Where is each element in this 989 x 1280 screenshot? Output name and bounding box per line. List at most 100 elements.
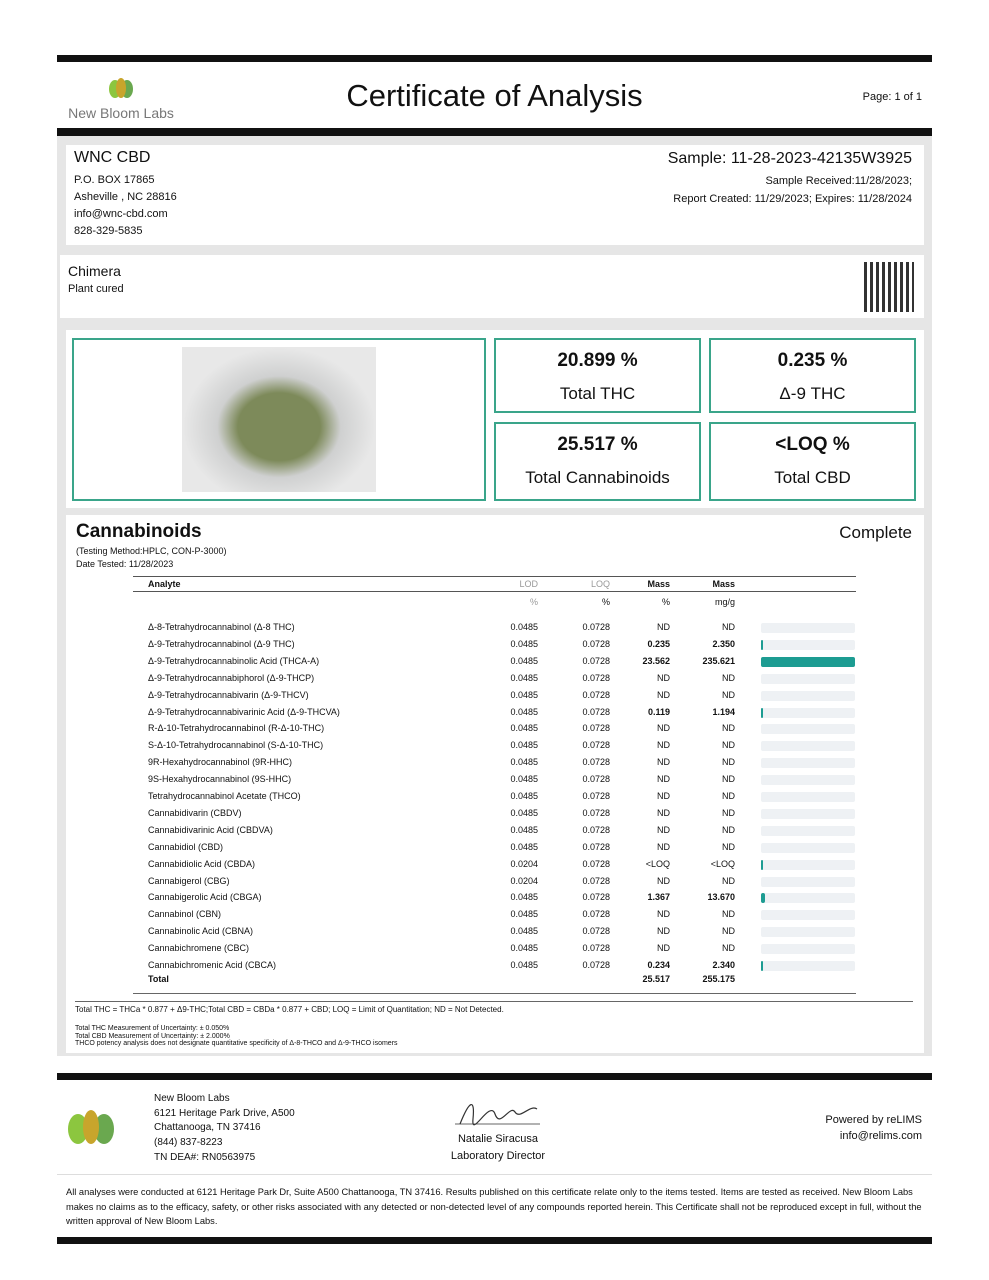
bar-track	[761, 741, 855, 752]
table-row: Δ-9-Tetrahydrocannabinolic Acid (THCA-A)…	[133, 653, 856, 670]
section-title: Cannabinoids	[76, 521, 202, 542]
mass-pct-value: ND	[657, 622, 670, 632]
analyte-name: Cannabidivarinic Acid (CBDVA)	[148, 824, 273, 835]
date-tested: Date Tested: 11/28/2023	[76, 559, 174, 569]
bar-track	[761, 690, 855, 701]
testing-method: (Testing Method:HPLC, CON-P-3000)	[76, 546, 227, 556]
mass-pct-value: ND	[657, 689, 670, 700]
bar-track	[761, 792, 855, 802]
mass-pct-value: ND	[657, 723, 670, 734]
footer-lab-name: New Bloom Labs	[154, 1093, 230, 1104]
total-mgg: 255.175	[702, 974, 735, 984]
mass-mgg-value: ND	[722, 740, 735, 751]
mass-mgg-value: 2.340	[712, 960, 735, 970]
mass-mgg-value: ND	[722, 824, 735, 835]
col-lod: LOD	[519, 579, 538, 589]
table-header: Analyte LOD LOQ Mass Mass	[133, 576, 856, 592]
page-title: Certificate of Analysis	[346, 78, 643, 113]
analyte-name: Δ-9-Tetrahydrocannabinolic Acid (THCA-A)	[148, 655, 320, 666]
loq-value: 0.0728	[582, 858, 610, 869]
bar-track	[761, 859, 855, 870]
lab-logo: New Bloom Labs	[66, 76, 176, 121]
table-row: 9S-Hexahydrocannabinol (9S-HHC) 0.0485 0…	[133, 771, 856, 788]
mass-pct-value: ND	[657, 757, 670, 768]
bar-track	[761, 724, 855, 735]
sample-name: Chimera	[68, 263, 121, 279]
lod-value: 0.0485	[510, 672, 538, 683]
col-mass-mgg: Mass	[712, 579, 735, 589]
total-label: Total	[148, 974, 169, 984]
loq-value: 0.0728	[582, 824, 610, 835]
analyte-name: Cannabidivarin (CBDV)	[148, 807, 242, 818]
bar-fill	[761, 961, 763, 971]
page-number: Page: 1 of 1	[862, 91, 922, 103]
table-row: Cannabinol (CBN) 0.0485 0.0728 ND ND	[133, 906, 856, 923]
analyte-name: Tetrahydrocannabinol Acetate (THCO)	[148, 791, 301, 801]
header-rule	[57, 128, 932, 136]
table-row: Δ-9-Tetrahydrocannabivarinic Acid (Δ-9-T…	[133, 704, 856, 721]
col-loq: LOQ	[590, 579, 610, 589]
mass-pct-value: ND	[657, 774, 670, 785]
mass-pct-value: <LOQ	[645, 858, 670, 869]
analyte-name: Cannabichromenic Acid (CBCA)	[148, 960, 277, 970]
bar-track	[761, 927, 855, 938]
sample-received: Sample Received:11/28/2023;	[765, 175, 912, 187]
unit-loq: %	[601, 597, 610, 607]
mass-pct-value: 0.234	[647, 960, 670, 970]
lod-value: 0.0485	[510, 622, 538, 632]
kpi-d9-thc: 0.235 % Δ-9 THC	[709, 338, 916, 413]
table-row: Cannabigerol (CBG) 0.0204 0.0728 ND ND	[133, 873, 856, 890]
bar-fill	[761, 639, 763, 650]
unit-lod: %	[529, 597, 538, 607]
mass-pct-value: ND	[657, 875, 670, 886]
bar-track	[761, 842, 855, 853]
mass-mgg-value: ND	[722, 909, 735, 920]
analyte-name: Cannabidiolic Acid (CBDA)	[148, 858, 256, 869]
unit-mass-pct: %	[661, 597, 670, 607]
table-row: R-Δ-10-Tetrahydrocannabinol (R-Δ-10-THC)…	[133, 720, 856, 737]
kpi-total-cannabinoids: 25.517 % Total Cannabinoids	[494, 422, 701, 501]
footer-address1: 6121 Heritage Park Drive, A500	[154, 1107, 295, 1119]
mass-pct-value: ND	[657, 926, 670, 937]
analyte-name: Δ-9-Tetrahydrocannabivarinic Acid (Δ-9-T…	[148, 706, 340, 717]
analyte-name: Cannabinol (CBN)	[148, 909, 222, 920]
footer-address2: Chattanooga, TN 37416	[154, 1122, 261, 1134]
mass-mgg-value: ND	[722, 757, 735, 768]
table-row: Cannabichromenic Acid (CBCA) 0.0485 0.07…	[133, 957, 856, 974]
loq-value: 0.0728	[582, 909, 610, 920]
analyte-name: Δ-8-Tetrahydrocannabinol (Δ-8 THC)	[148, 622, 295, 632]
lab-address: New Bloom Labs 6121 Heritage Park Drive,…	[154, 1092, 295, 1166]
analyte-name: 9R-Hexahydrocannabinol (9R-HHC)	[148, 757, 293, 768]
lod-value: 0.0485	[510, 943, 538, 954]
mass-mgg-value: ND	[722, 841, 735, 852]
lod-value: 0.0485	[510, 689, 538, 700]
footer-phone: (844) 837-8223	[154, 1137, 223, 1149]
bar-fill	[761, 859, 763, 870]
footer-rule	[57, 1073, 932, 1080]
sample-id: Sample: 11-28-2023-42135W3925	[667, 150, 912, 167]
mass-pct-value: 0.235	[647, 638, 670, 649]
signer-name: Natalie Siracusa	[457, 1133, 539, 1145]
powered-by-email[interactable]: info@relims.com	[839, 1130, 922, 1142]
table-row: Δ-9-Tetrahydrocannabivarin (Δ-9-THCV) 0.…	[133, 687, 856, 704]
loq-value: 0.0728	[582, 841, 610, 852]
client-phone: 828-329-5835	[74, 225, 143, 237]
sample-type: Plant cured	[68, 283, 124, 295]
qr-code-icon[interactable]	[864, 262, 914, 312]
loq-value: 0.0728	[582, 791, 610, 801]
client-name: WNC CBD	[74, 149, 151, 166]
sample-photo	[182, 347, 376, 492]
mass-mgg-value: 235.621	[702, 655, 735, 666]
bar-track	[761, 808, 855, 819]
mass-mgg-value: 13.670	[707, 892, 735, 903]
mass-mgg-value: ND	[722, 723, 735, 734]
client-email[interactable]: info@wnc-cbd.com	[74, 208, 168, 220]
signer-role: Laboratory Director	[450, 1150, 546, 1162]
footer-divider	[57, 1174, 932, 1175]
table-row: Cannabinolic Acid (CBNA) 0.0485 0.0728 N…	[133, 923, 856, 940]
analyte-name: Δ-9-Tetrahydrocannabinol (Δ-9 THC)	[148, 638, 295, 649]
uncertainty-notes: Total THC Measurement of Uncertainty: ± …	[75, 1025, 398, 1048]
analyte-name: Δ-9-Tetrahydrocannabiphorol (Δ-9-THCP)	[148, 672, 315, 683]
table-row: Cannabidivarinic Acid (CBDVA) 0.0485 0.0…	[133, 822, 856, 839]
loq-value: 0.0728	[582, 943, 610, 954]
